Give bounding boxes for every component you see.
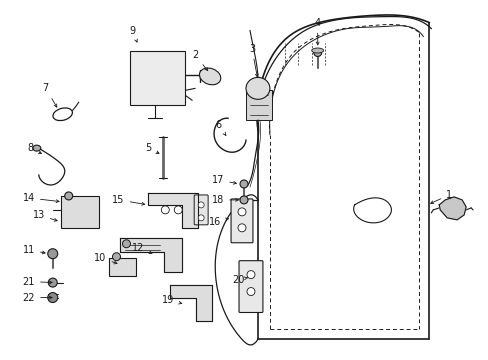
Circle shape xyxy=(174,206,182,214)
FancyBboxPatch shape xyxy=(108,258,136,276)
Circle shape xyxy=(198,215,203,221)
Text: 5: 5 xyxy=(145,143,159,153)
FancyBboxPatch shape xyxy=(230,199,252,243)
Ellipse shape xyxy=(33,145,41,151)
Text: 3: 3 xyxy=(248,44,258,77)
Ellipse shape xyxy=(313,49,321,57)
Text: 17: 17 xyxy=(211,175,236,185)
Ellipse shape xyxy=(48,278,57,287)
FancyBboxPatch shape xyxy=(130,50,185,105)
Text: 13: 13 xyxy=(33,210,57,221)
Text: 16: 16 xyxy=(208,217,228,227)
Text: 12: 12 xyxy=(132,243,152,253)
Text: 1: 1 xyxy=(430,190,451,203)
FancyBboxPatch shape xyxy=(245,90,271,120)
Circle shape xyxy=(238,208,245,216)
FancyBboxPatch shape xyxy=(239,261,263,312)
Polygon shape xyxy=(120,238,182,272)
Text: 11: 11 xyxy=(22,245,45,255)
Circle shape xyxy=(161,206,169,214)
Circle shape xyxy=(246,271,254,279)
FancyBboxPatch shape xyxy=(61,196,99,228)
Text: 2: 2 xyxy=(192,50,207,71)
Polygon shape xyxy=(170,285,212,321)
Polygon shape xyxy=(438,197,465,220)
Circle shape xyxy=(238,224,245,232)
Text: 20: 20 xyxy=(231,275,247,285)
Text: 21: 21 xyxy=(22,276,52,287)
Text: 14: 14 xyxy=(22,193,59,203)
Text: 18: 18 xyxy=(211,195,238,205)
Ellipse shape xyxy=(64,192,73,200)
Ellipse shape xyxy=(112,253,120,261)
Ellipse shape xyxy=(199,68,221,85)
FancyBboxPatch shape xyxy=(194,195,208,225)
Text: 9: 9 xyxy=(129,26,137,42)
Text: 8: 8 xyxy=(28,143,41,153)
Polygon shape xyxy=(148,193,198,228)
Ellipse shape xyxy=(48,293,58,302)
Text: 15: 15 xyxy=(112,195,144,205)
Text: 7: 7 xyxy=(42,84,57,107)
Ellipse shape xyxy=(240,196,247,204)
Ellipse shape xyxy=(245,77,269,99)
Text: 6: 6 xyxy=(215,120,225,135)
Circle shape xyxy=(198,202,203,208)
Circle shape xyxy=(246,288,254,296)
Ellipse shape xyxy=(122,240,130,248)
Ellipse shape xyxy=(240,180,247,188)
Text: 10: 10 xyxy=(94,253,117,264)
Text: 22: 22 xyxy=(22,293,52,302)
Ellipse shape xyxy=(48,249,58,259)
Ellipse shape xyxy=(311,48,323,53)
Text: 4: 4 xyxy=(314,18,320,45)
Text: 19: 19 xyxy=(162,294,182,305)
